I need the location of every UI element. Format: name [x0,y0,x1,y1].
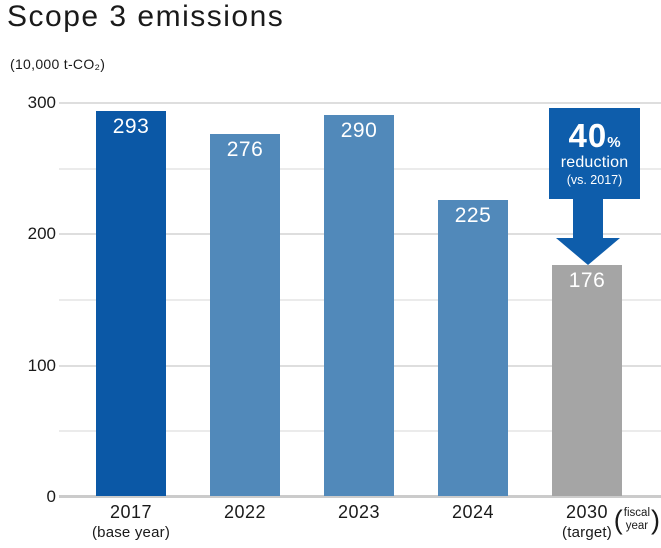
bar-value-label: 290 [340,119,378,142]
gridline-300 [59,102,661,104]
y-axis-unit-label: (10,000 t-CO₂) [10,56,106,72]
x-label-2017: 2017 (base year) [91,502,171,541]
bar-2030-target: 176 [552,265,622,496]
x-label-2030: 2030 (target) [562,502,612,541]
x-label-2023: 2023 [337,502,381,522]
x-label-2024: 2024 [451,502,495,522]
y-tick-label-0: 0 [46,487,56,506]
arrow-head [556,238,620,265]
chart-title: Scope 3 emissions [7,0,285,33]
bar-2024: 225 [438,200,508,496]
fiscal-year-axis-note: ( fiscal year ) [613,505,660,535]
down-arrow-icon [556,198,620,265]
bar-value-label: 176 [568,269,606,292]
y-tick-label-300: 300 [27,93,56,112]
reduction-percent-value: 40 [568,117,608,154]
bar-2017: 293 [96,111,166,496]
bar-2022: 276 [210,134,280,496]
bar-2023: 290 [324,115,394,496]
bar-value-label: 225 [454,204,492,227]
reduction-baseline-note: (vs. 2017) [566,173,623,187]
bar-value-label: 293 [112,115,150,138]
x-label-2022: 2022 [223,502,267,522]
percent-sign: % [607,134,621,151]
arrow-shaft [573,198,603,239]
y-tick-label-100: 100 [27,355,56,375]
x-axis-baseline [59,495,661,498]
reduction-annotation-box: 40% reduction (vs. 2017) [549,108,640,199]
bar-value-label: 276 [226,138,264,161]
y-tick-label-200: 200 [27,224,56,244]
reduction-label: reduction [560,154,629,171]
